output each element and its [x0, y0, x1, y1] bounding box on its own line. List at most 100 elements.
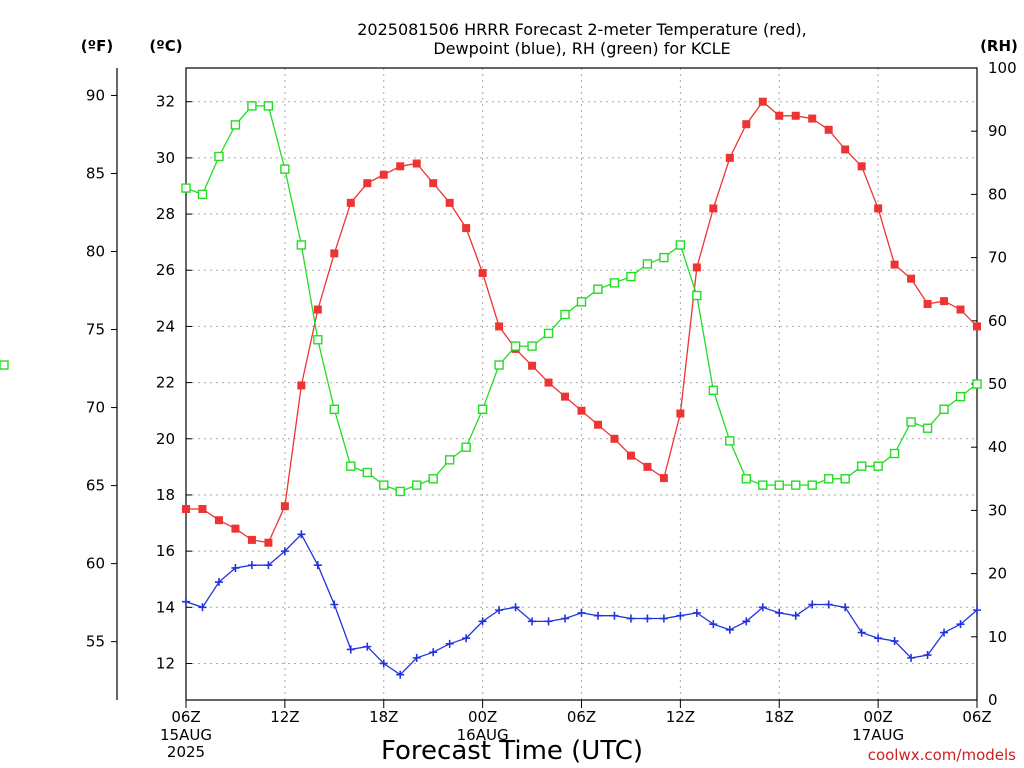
rh-point — [889, 448, 900, 459]
rh-point — [379, 480, 389, 490]
temperature-point — [346, 198, 355, 207]
dewpoint-point — [808, 600, 817, 609]
rh-point — [675, 240, 686, 250]
celsius-tick-label: 20 — [156, 430, 175, 448]
dewpoint-point — [890, 637, 899, 646]
dewpoint-point — [824, 600, 833, 609]
temperature-point — [495, 322, 504, 331]
rh-tick-label: 10 — [988, 628, 1007, 646]
rh-tick-label: 50 — [988, 375, 1007, 393]
rh-point — [428, 474, 438, 484]
rh-tick-label: 0 — [988, 691, 998, 709]
temperature-point — [940, 297, 949, 306]
temperature-point — [758, 97, 767, 106]
rh-point — [972, 379, 982, 389]
dewpoint-point — [297, 530, 306, 539]
rh-point — [708, 385, 719, 396]
rh-point — [362, 467, 372, 478]
temperature-point — [676, 409, 685, 418]
temperature-point — [841, 145, 850, 154]
x-tick-label: 06Z — [171, 708, 200, 726]
dewpoint-point — [462, 634, 471, 643]
dewpoint-point — [280, 547, 289, 556]
fahrenheit-tick-label: 70 — [86, 399, 105, 417]
temperature-point — [973, 322, 981, 331]
x-tick-date-label: 15AUG — [160, 726, 212, 744]
temperature-point — [264, 538, 273, 547]
rh_percent-series — [0, 101, 982, 497]
temperature-point — [824, 125, 833, 134]
rh-point — [247, 101, 257, 111]
rh-point — [346, 461, 356, 471]
fahrenheit-tick-label: 80 — [86, 243, 105, 261]
rh-point — [659, 252, 669, 263]
celsius-tick-label: 14 — [156, 598, 175, 616]
rh-point — [444, 455, 455, 465]
temperature-point — [528, 361, 537, 370]
dewpoint-point — [775, 608, 784, 617]
x-tick-label: 06Z — [567, 708, 596, 726]
temperature-point — [742, 120, 751, 129]
temperature-point — [396, 162, 405, 171]
temperature-point — [182, 504, 190, 513]
dewpoint-point — [659, 614, 668, 623]
x-tick-label: 18Z — [765, 708, 794, 726]
fahrenheit-unit-label: (ºF) — [81, 37, 113, 55]
rh-point — [527, 341, 537, 351]
celsius-tick-label: 16 — [156, 542, 175, 560]
dewpoint-point — [923, 651, 932, 660]
rh-point — [626, 271, 636, 282]
rh-tick-label: 70 — [988, 249, 1007, 267]
celsius-tick-label: 26 — [156, 261, 175, 279]
rh-unit-label: (RH) — [980, 37, 1018, 55]
rh-point — [725, 436, 735, 446]
dewpoint-point — [544, 617, 553, 626]
rh-point — [609, 278, 620, 288]
temperature-point — [280, 502, 289, 511]
temperature-point — [429, 179, 438, 188]
dewpoint-point — [528, 617, 537, 626]
temperature-point — [775, 111, 784, 120]
x-tick-label: 00Z — [468, 708, 497, 726]
celsius-tick-label: 12 — [156, 654, 175, 672]
temperature-point — [412, 159, 421, 168]
rh-point — [329, 404, 340, 414]
x-axis-label: Forecast Time (UTC) — [381, 736, 643, 766]
dewpoint-point — [610, 611, 619, 620]
temperature-point — [923, 299, 932, 308]
dewpoint-point — [182, 597, 190, 606]
dewpoint-point — [874, 634, 883, 643]
temperature-point — [198, 504, 207, 513]
temperature-point — [363, 179, 372, 188]
dewpoint-point — [709, 620, 718, 629]
celsius-unit-label: (ºC) — [149, 37, 182, 55]
dewpoint-point — [593, 611, 602, 620]
temperature-point — [313, 305, 322, 314]
rh-point — [395, 486, 405, 497]
dewpoint-point — [940, 628, 949, 637]
rh-point — [510, 341, 521, 351]
rh-point — [823, 474, 834, 484]
fahrenheit-tick-label: 85 — [86, 164, 105, 182]
x-tick-label: 00Z — [863, 708, 892, 726]
rh-point — [296, 240, 307, 250]
dewpoint-point — [577, 608, 586, 617]
temperature_c-series — [182, 97, 981, 547]
rh-point — [922, 423, 933, 433]
dewpoint-point — [478, 617, 487, 626]
rh-point — [576, 297, 587, 307]
temperature-point — [231, 524, 240, 533]
temperature-point — [643, 462, 652, 471]
dewpoint-point — [956, 620, 965, 629]
rh-tick-label: 30 — [988, 501, 1007, 519]
dewpoint-point — [725, 625, 734, 634]
rh-point — [181, 183, 191, 193]
rh-point — [774, 480, 784, 490]
rh-tick-label: 90 — [988, 122, 1007, 140]
temperature-point — [659, 474, 668, 483]
temperature-point — [626, 451, 635, 460]
rh-point — [477, 404, 488, 414]
temperature-point — [692, 263, 701, 272]
dewpoint-point — [412, 653, 421, 662]
rh-point — [873, 461, 883, 471]
